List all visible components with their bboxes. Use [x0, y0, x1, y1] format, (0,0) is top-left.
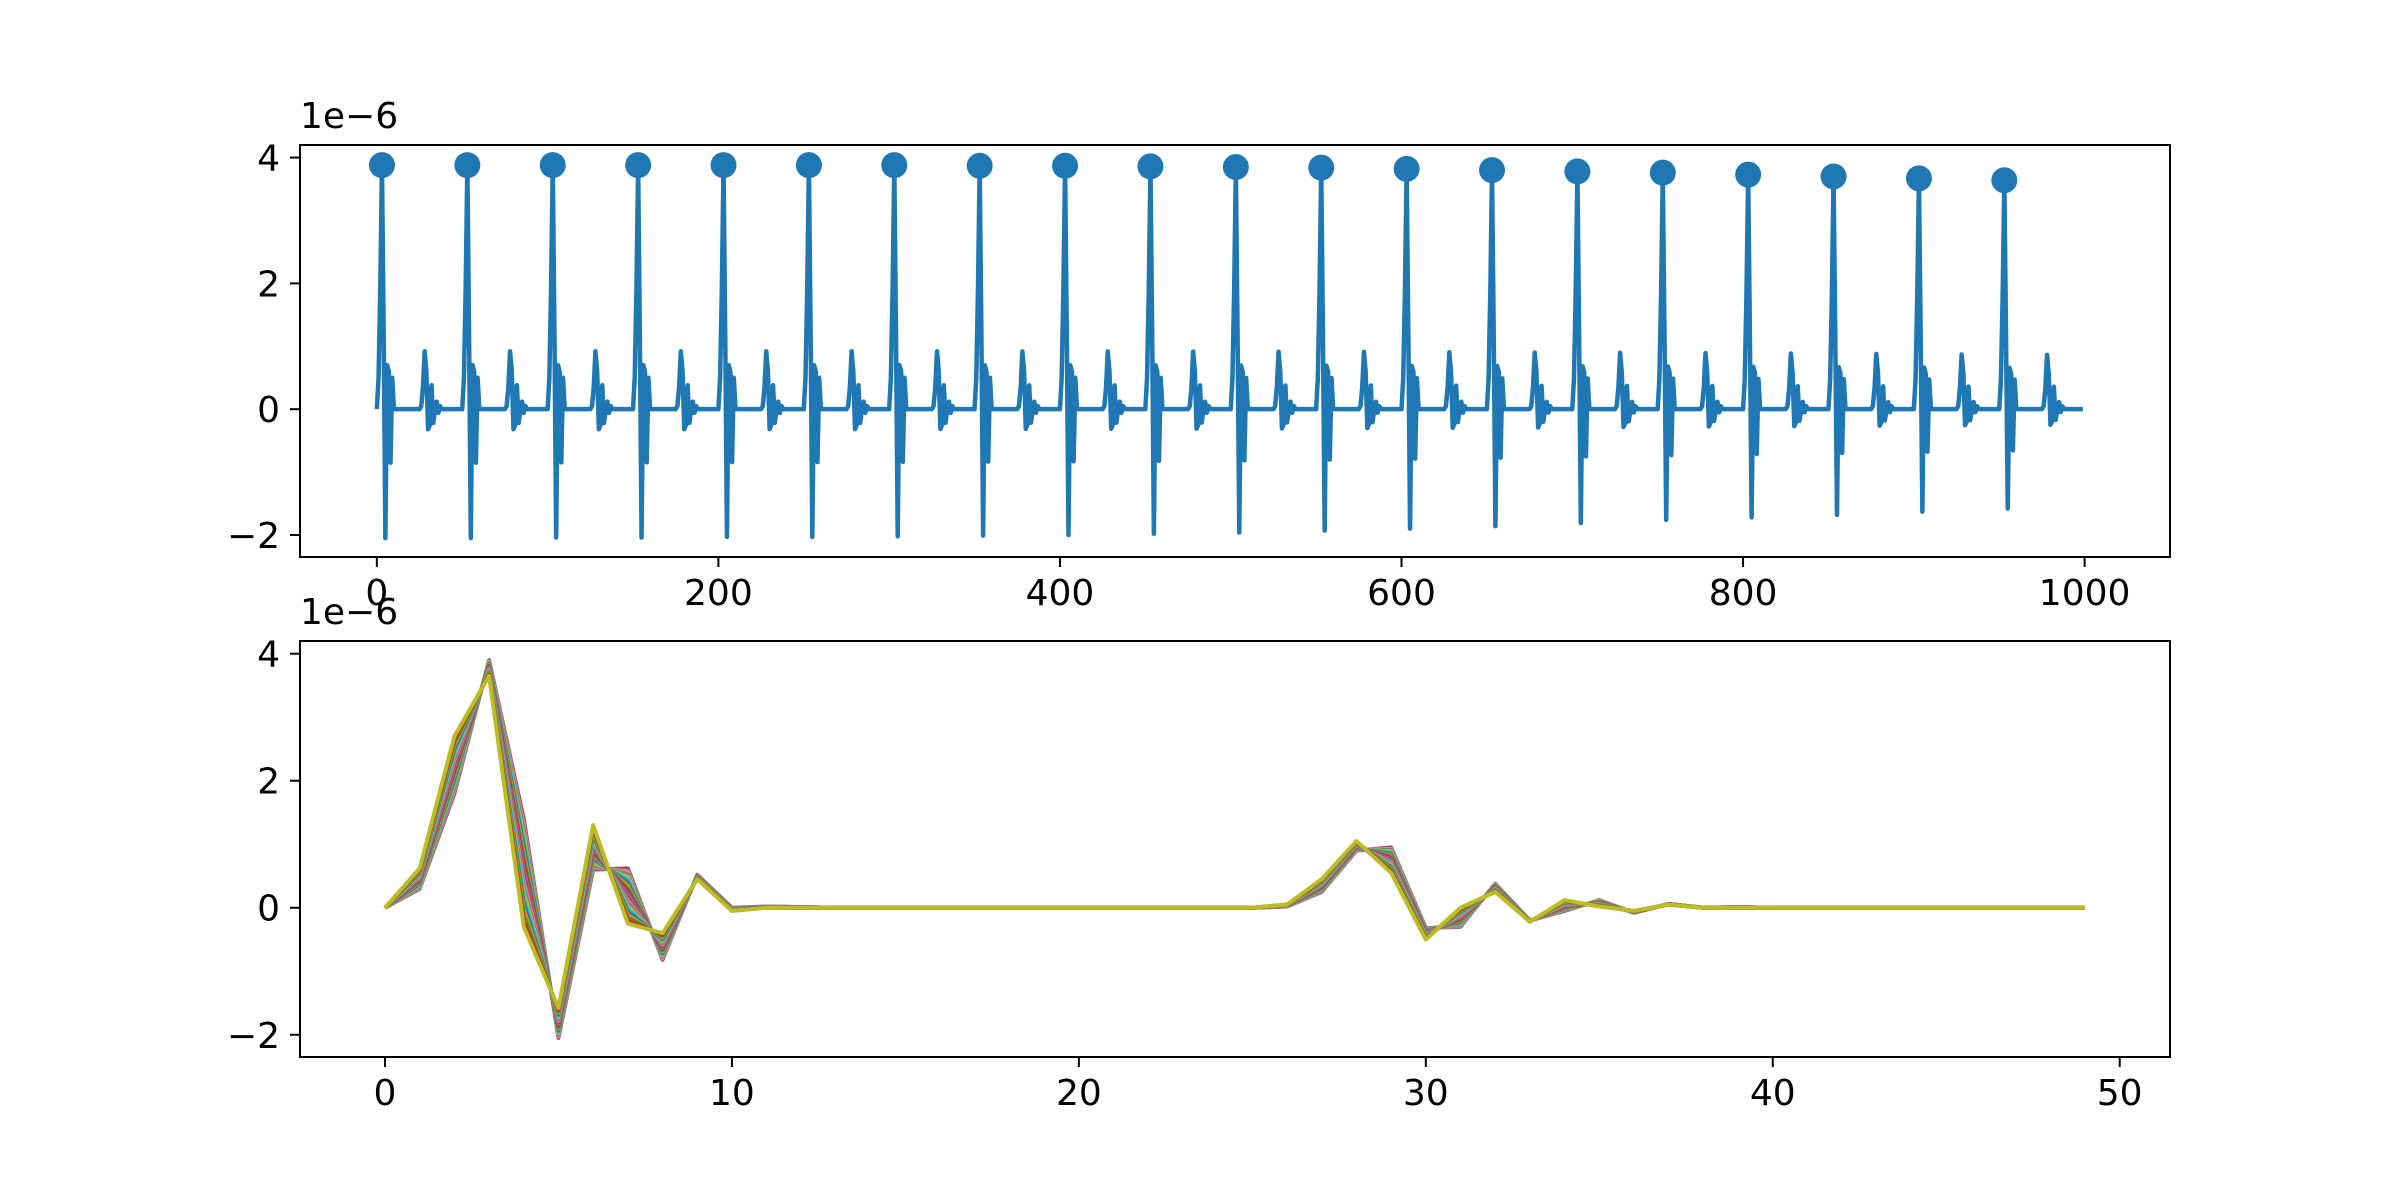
- x-tick-label: 200: [684, 573, 753, 614]
- y-tick-label: 2: [257, 264, 280, 305]
- peak-marker: [1052, 152, 1079, 179]
- peak-marker: [1222, 154, 1249, 181]
- x-tick-label: 10: [709, 1073, 755, 1114]
- peak-marker: [1564, 158, 1591, 185]
- peak-marker: [1308, 154, 1335, 181]
- bottom-panel: 0 10 20 30 40 50 −2 0 2 4 1e−6: [227, 592, 2171, 1114]
- y-tick-label: 2: [257, 762, 280, 803]
- peak-marker: [625, 152, 652, 179]
- x-tick-label: 20: [1056, 1073, 1102, 1114]
- x-tick-label: 1000: [2039, 573, 2131, 614]
- y-tick-label: 0: [257, 390, 280, 431]
- x-tick-label: 400: [1026, 573, 1095, 614]
- bottom-plot-area: [383, 658, 2085, 1040]
- peak-marker: [1479, 157, 1506, 184]
- y-tick-label: 4: [257, 635, 280, 676]
- top-axis-ticks: 0 200 400 600 800 1000 −2 0 2 4: [227, 139, 2131, 614]
- peak-marker: [795, 152, 822, 179]
- peak-marker: [1820, 163, 1847, 190]
- y-tick-label: −2: [227, 1016, 280, 1057]
- bottom-axis-ticks: 0 10 20 30 40 50 −2 0 2 4: [227, 635, 2143, 1114]
- y-tick-label: −2: [227, 516, 280, 557]
- peak-marker: [966, 152, 993, 179]
- peak-marker: [1393, 155, 1420, 182]
- top-signal-line: [374, 162, 2084, 541]
- bottom-y-offset-label: 1e−6: [300, 592, 398, 633]
- peak-marker: [881, 152, 908, 179]
- y-tick-label: 4: [257, 139, 280, 180]
- x-tick-label: 600: [1367, 573, 1436, 614]
- x-tick-label: 30: [1403, 1073, 1449, 1114]
- x-tick-label: 800: [1709, 573, 1778, 614]
- peak-marker: [1137, 153, 1164, 180]
- bottom-axes-frame: [299, 640, 2171, 1058]
- peak-marker: [1905, 165, 1932, 192]
- peak-marker: [710, 152, 737, 179]
- y-tick-label: 0: [257, 889, 280, 930]
- peak-marker: [1991, 167, 2018, 194]
- x-tick-label: 40: [1750, 1073, 1796, 1114]
- x-tick-label: 50: [2097, 1073, 2143, 1114]
- peak-marker: [454, 152, 481, 179]
- top-axes-frame: [299, 144, 2171, 558]
- x-tick-label: 0: [374, 1073, 397, 1114]
- peak-marker: [539, 152, 566, 179]
- peak-marker: [1649, 159, 1676, 186]
- peak-marker: [368, 152, 395, 179]
- top-panel: 0 200 400 600 800 1000 −2 0 2 4 1e−6: [227, 96, 2171, 614]
- top-y-offset-label: 1e−6: [300, 96, 398, 137]
- x-tick-label: 0: [365, 573, 388, 614]
- peak-marker: [1735, 161, 1762, 188]
- overlay-cycle-line: [383, 673, 2085, 1011]
- top-plot-area: [368, 152, 2084, 541]
